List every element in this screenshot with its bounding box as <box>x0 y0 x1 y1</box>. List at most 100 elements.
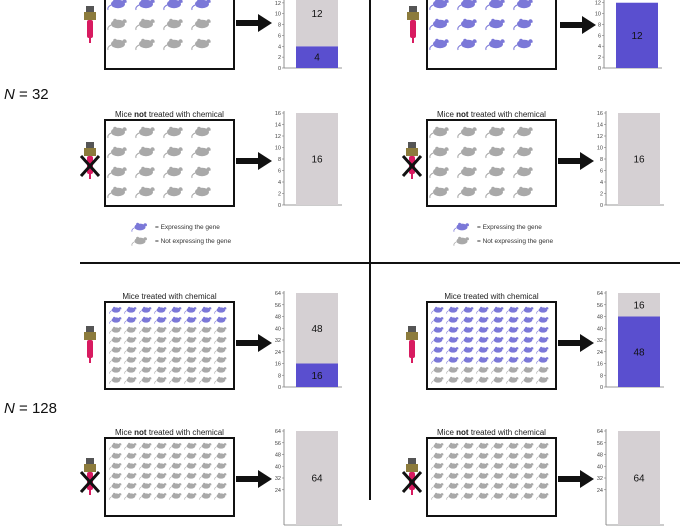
mouse-expressing-icon <box>506 336 519 344</box>
y-tick-label: 16 <box>597 362 603 368</box>
mouse-not-expressing-icon <box>199 366 212 374</box>
legend-expressing: = Expressing the gene <box>130 220 231 234</box>
mouse-not-expressing-icon <box>154 472 167 480</box>
bar-chart-bl-not: 24 32 40 48 56 64 64 <box>275 429 342 526</box>
mouse-not-expressing-icon <box>214 482 227 490</box>
mouse-expressing-icon <box>491 346 504 354</box>
bar-value-label: 48 <box>633 347 645 358</box>
bar-value-label: 12 <box>311 9 323 20</box>
arrow-icon <box>558 152 594 170</box>
mouse-not-expressing-icon <box>513 126 533 139</box>
y-tick-label: 48 <box>275 453 281 459</box>
y-tick-label: 10 <box>275 12 281 18</box>
mouse-expressing-icon <box>506 356 519 364</box>
y-tick-label: 8 <box>600 373 603 379</box>
bar-expressing <box>296 363 338 387</box>
mouse-not-expressing-icon <box>135 18 155 31</box>
y-tick-label: 32 <box>597 476 603 482</box>
mice-grid <box>429 0 533 51</box>
dropper-crossed-icon <box>80 142 100 179</box>
mouse-not-expressing-icon <box>184 326 197 334</box>
mouse-not-expressing-icon <box>491 492 504 500</box>
y-tick-label: 12 <box>275 134 281 140</box>
mouse-expressing-icon <box>191 0 211 11</box>
mouse-not-expressing-icon <box>109 462 122 470</box>
mouse-not-expressing-icon <box>184 482 197 490</box>
bar-value-label: 64 <box>633 474 645 485</box>
arrow-icon <box>236 14 272 32</box>
mouse-not-expressing-icon <box>184 442 197 450</box>
mouse-not-expressing-icon <box>169 492 182 500</box>
mouse-not-expressing-icon <box>429 146 449 159</box>
mouse-not-expressing-icon <box>214 472 227 480</box>
mouse-not-expressing-icon <box>513 146 533 159</box>
y-tick-label: 4 <box>278 180 281 186</box>
mouse-expressing-icon <box>163 0 183 11</box>
mouse-not-expressing-icon <box>485 146 505 159</box>
mouse-not-expressing-icon <box>109 492 122 500</box>
bar-chart-bl-treated: 0 8 16 24 32 40 48 56 64 16 48 <box>275 291 342 391</box>
y-tick-label: 56 <box>597 303 603 309</box>
legend: = Expressing the gene = Not expressing t… <box>452 220 553 248</box>
mouse-not-expressing-icon <box>154 442 167 450</box>
y-tick-label: 64 <box>275 429 281 435</box>
bar-chart-br-not: 24 32 40 48 56 64 64 <box>597 429 664 526</box>
mouse-not-expressing-icon <box>109 336 122 344</box>
y-tick-label: 64 <box>597 291 603 297</box>
mouse-not-expressing-icon <box>476 462 489 470</box>
mouse-not-expressing-icon <box>124 366 137 374</box>
mouse-not-expressing-icon <box>184 366 197 374</box>
mouse-not-expressing-icon <box>446 366 459 374</box>
mouse-not-expressing-icon <box>446 442 459 450</box>
mouse-not-expressing-icon <box>124 462 137 470</box>
mouse-not-expressing-icon <box>139 366 152 374</box>
mouse-not-expressing-icon <box>124 376 137 384</box>
mouse-not-expressing-icon <box>139 472 152 480</box>
mouse-expressing-icon <box>485 0 505 11</box>
mouse-expressing-icon <box>506 326 519 334</box>
bar-chart-tr-not: 0 2 4 6 8 10 12 14 16 16 <box>597 111 664 209</box>
box-title-not-treated: Mice not treated with chemical <box>115 428 224 437</box>
mouse-expressing-icon <box>431 326 444 334</box>
mouse-not-expressing-icon <box>214 452 227 460</box>
dropper-icon <box>84 326 96 363</box>
mouse-not-expressing-icon <box>154 356 167 364</box>
mouse-not-expressing-icon <box>135 166 155 179</box>
mouse-not-expressing-icon <box>109 376 122 384</box>
mouse-expressing-icon <box>431 346 444 354</box>
y-tick-label: 40 <box>275 326 281 332</box>
mouse-expressing-icon <box>506 306 519 314</box>
mouse-expressing-icon <box>429 18 449 31</box>
mouse-not-expressing-icon <box>184 452 197 460</box>
mouse-not-expressing-icon <box>429 166 449 179</box>
mouse-not-expressing-icon <box>199 376 212 384</box>
mouse-not-expressing-icon <box>461 462 474 470</box>
mouse-not-expressing-icon <box>506 442 519 450</box>
mouse-not-expressing-icon <box>214 442 227 450</box>
mouse-not-expressing-icon <box>139 452 152 460</box>
mouse-expressing-icon <box>107 0 127 11</box>
mouse-not-expressing-icon <box>461 482 474 490</box>
mouse-not-expressing-icon <box>135 146 155 159</box>
mice-grid-box <box>426 0 557 70</box>
mouse-not-expressing-icon <box>191 186 211 199</box>
bar-not-expressing <box>296 0 338 47</box>
y-tick-label: 0 <box>600 203 603 209</box>
mouse-not-expressing-icon <box>154 452 167 460</box>
mouse-not-expressing-icon <box>431 452 444 460</box>
mouse-not-expressing-icon <box>199 462 212 470</box>
bar-chart-br-treated: 0 8 16 24 32 40 48 56 64 48 16 <box>597 291 664 391</box>
y-tick-label: 24 <box>275 350 281 356</box>
mouse-not-expressing-icon <box>184 336 197 344</box>
mouse-not-expressing-icon <box>191 38 211 51</box>
mouse-not-expressing-icon <box>139 462 152 470</box>
mouse-not-expressing-icon <box>107 38 127 51</box>
mouse-not-expressing-icon <box>461 376 474 384</box>
y-tick-label: 8 <box>278 373 281 379</box>
mouse-expressing-icon <box>446 326 459 334</box>
mouse-expressing-icon <box>457 38 477 51</box>
mouse-not-expressing-icon <box>491 366 504 374</box>
mouse-expressing-icon <box>446 336 459 344</box>
mouse-not-expressing-icon <box>154 326 167 334</box>
mouse-not-expressing-icon <box>107 166 127 179</box>
